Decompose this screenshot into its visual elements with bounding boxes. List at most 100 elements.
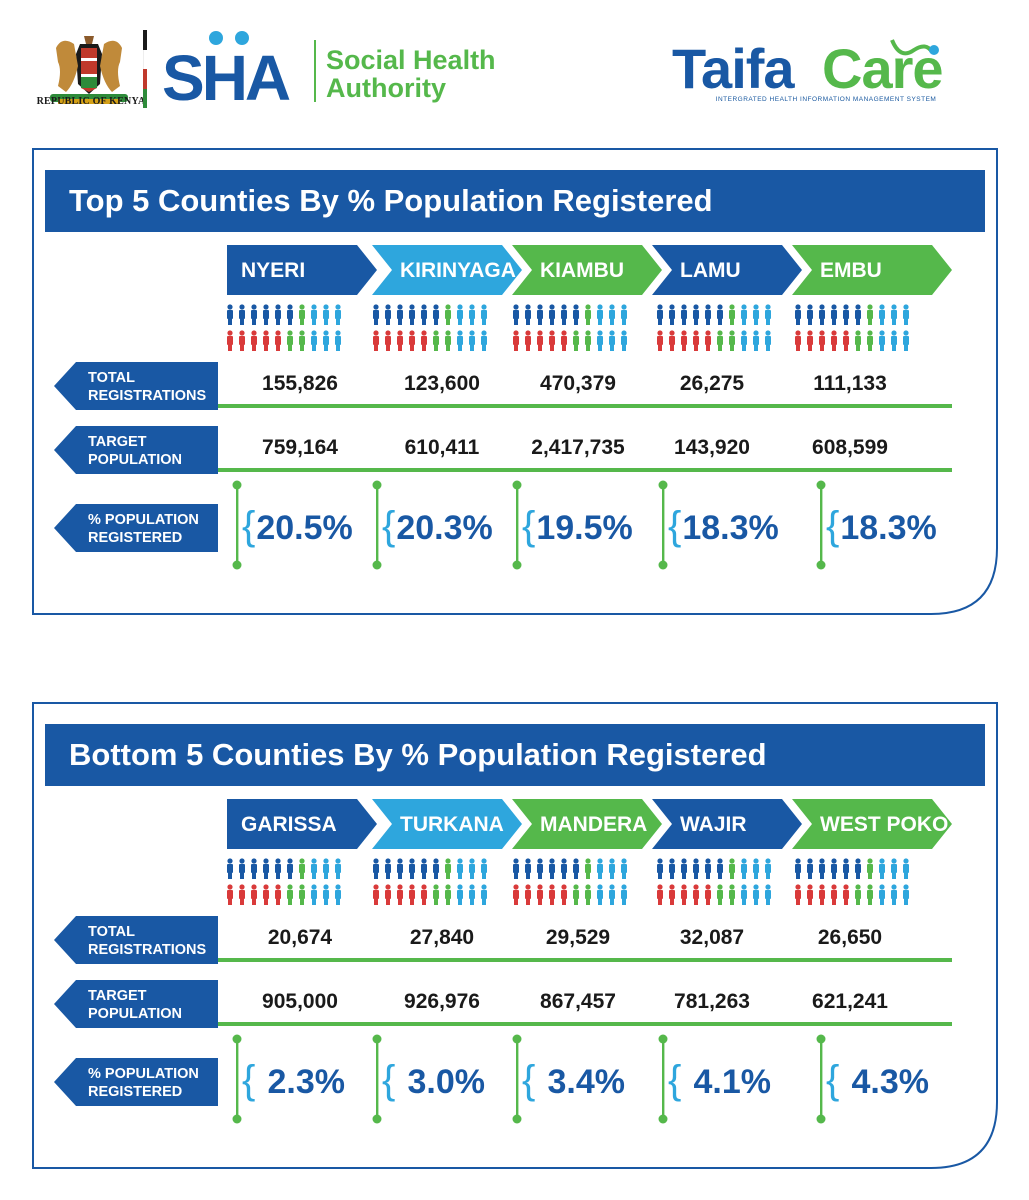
person-figure-icon	[807, 858, 813, 879]
person-figure-icon	[549, 884, 555, 905]
person-figure-icon	[597, 330, 603, 351]
person-figure-icon	[335, 330, 341, 351]
brace-glyph: {	[826, 504, 840, 548]
county-banner: NYERI	[227, 245, 377, 295]
person-figure-icon	[457, 884, 463, 905]
person-figure-icon	[741, 304, 747, 325]
total-registrations-value: 123,600	[404, 372, 480, 395]
pin-divider	[512, 480, 522, 570]
pct-registered-value: { 2.3%	[242, 1058, 367, 1103]
person-figure-icon	[609, 884, 615, 905]
person-figure-icon	[433, 884, 439, 905]
pct-text: 3.4%	[547, 1063, 625, 1101]
total-registrations-value: 155,826	[262, 372, 338, 395]
person-figure-icon	[903, 330, 909, 351]
person-figure-icon	[275, 858, 281, 879]
person-figure-icon	[335, 304, 341, 325]
target-row-divider	[218, 1022, 952, 1026]
target-population-value: 926,976	[404, 990, 480, 1013]
person-figure-icon	[795, 858, 801, 879]
person-figure-icon	[843, 304, 849, 325]
person-figure-icon	[717, 304, 723, 325]
sha-authority-name: Social Health Authority	[326, 46, 496, 102]
pct-text: 2.3%	[267, 1063, 345, 1101]
person-figure-icon	[585, 884, 591, 905]
person-figure-icon	[795, 884, 801, 905]
person-figure-icon	[469, 858, 475, 879]
target-population-value: 2,417,735	[531, 436, 625, 459]
person-figure-icon	[903, 884, 909, 905]
person-figure-icon	[409, 304, 415, 325]
brace-glyph: {	[826, 1058, 851, 1102]
population-figures	[657, 304, 771, 351]
brace-glyph: {	[522, 504, 536, 548]
person-figure-icon	[537, 884, 543, 905]
person-figure-icon	[513, 858, 519, 879]
person-figure-icon	[819, 884, 825, 905]
pct-registered-value: { 4.3%	[826, 1058, 951, 1103]
target-row-divider	[218, 468, 952, 472]
person-figure-icon	[867, 330, 873, 351]
person-figure-icon	[867, 304, 873, 325]
person-figure-icon	[609, 858, 615, 879]
person-figure-icon	[525, 884, 531, 905]
labels-target-l2: POPULATION	[88, 1006, 182, 1022]
person-figure-icon	[323, 858, 329, 879]
population-figures	[373, 304, 487, 351]
person-figure-icon	[251, 884, 257, 905]
person-figure-icon	[251, 304, 257, 325]
sha-divider	[314, 40, 316, 102]
person-figure-icon	[843, 884, 849, 905]
total-registrations-value: 26,650	[817, 926, 883, 949]
person-figure-icon	[287, 330, 293, 351]
person-figure-icon	[657, 858, 663, 879]
person-figure-icon	[561, 884, 567, 905]
person-figure-icon	[513, 330, 519, 351]
county-banner: TURKANA	[372, 799, 522, 849]
person-figure-icon	[573, 884, 579, 905]
person-figure-icon	[335, 884, 341, 905]
pin-divider	[372, 480, 382, 570]
person-figure-icon	[855, 304, 861, 325]
person-figure-icon	[525, 304, 531, 325]
person-figure-icon	[693, 858, 699, 879]
person-figure-icon	[263, 304, 269, 325]
person-figure-icon	[753, 884, 759, 905]
panel-title: Bottom 5 Counties By % Population Regist…	[45, 724, 985, 786]
person-figure-icon	[323, 884, 329, 905]
county-name: GARISSA	[241, 813, 337, 836]
pct-registered-value: {18.3%	[826, 504, 951, 549]
person-figure-icon	[879, 304, 885, 325]
person-figure-icon	[481, 304, 487, 325]
labels-pct-l1: % POPULATION	[88, 1066, 199, 1082]
person-figure-icon	[227, 304, 233, 325]
person-figure-icon	[891, 858, 897, 879]
county-banner: WEST POKOT	[792, 799, 952, 849]
person-figure-icon	[843, 858, 849, 879]
county-name: KIRINYAGA	[400, 259, 516, 282]
person-figure-icon	[693, 884, 699, 905]
target-population-value: 781,263	[674, 990, 750, 1013]
brace-glyph: {	[242, 1058, 267, 1102]
sha-name-line1: Social Health	[326, 45, 496, 75]
person-figure-icon	[693, 330, 699, 351]
brace-glyph: {	[382, 504, 396, 548]
target-population-label: TARGET POPULATION	[54, 426, 218, 474]
person-figure-icon	[621, 304, 627, 325]
bottom-counties-panel: Bottom 5 Counties By % Population Regist…	[32, 702, 999, 1170]
person-figure-icon	[445, 304, 451, 325]
person-figure-icon	[525, 858, 531, 879]
svg-text:SHA: SHA	[162, 42, 290, 108]
pct-registered-value: {18.3%	[668, 504, 793, 549]
pct-registered-value: { 3.0%	[382, 1058, 507, 1103]
person-figure-icon	[597, 858, 603, 879]
person-figure-icon	[819, 330, 825, 351]
person-figure-icon	[275, 884, 281, 905]
target-population-value: 905,000	[262, 990, 338, 1013]
person-figure-icon	[525, 330, 531, 351]
county-name: KIAMBU	[540, 259, 624, 282]
person-figure-icon	[621, 330, 627, 351]
person-figure-icon	[373, 884, 379, 905]
person-figure-icon	[561, 330, 567, 351]
person-figure-icon	[855, 884, 861, 905]
